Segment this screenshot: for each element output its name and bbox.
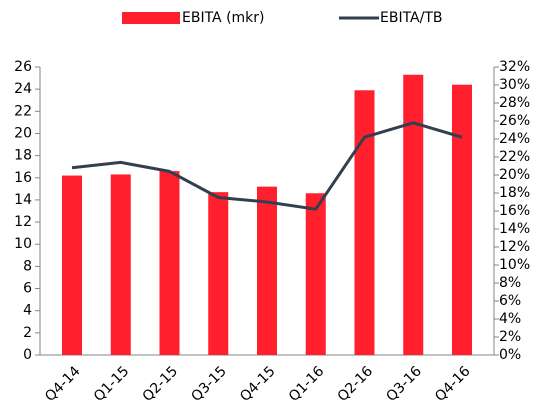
y2-tick-label: 6% xyxy=(499,293,521,309)
bar xyxy=(110,174,131,355)
y-tick-label: 26 xyxy=(14,59,32,75)
y-tick-label: 16 xyxy=(14,170,32,186)
y-tick-label: 0 xyxy=(23,347,32,363)
x-tick-label: Q2-15 xyxy=(140,363,182,405)
x-tick-label: Q4-15 xyxy=(237,363,279,405)
bar xyxy=(62,175,82,355)
y2-tick-label: 28% xyxy=(499,95,530,111)
y-tick-label: 6 xyxy=(23,281,32,297)
y2-tick-label: 32% xyxy=(499,59,530,75)
x-tick-label: Q3-15 xyxy=(188,363,230,405)
y2-tick-label: 10% xyxy=(499,257,530,273)
y-tick-label: 10 xyxy=(14,236,32,252)
y2-tick-label: 2% xyxy=(499,329,521,345)
y2-tick-label: 14% xyxy=(499,221,530,237)
line xyxy=(71,121,463,211)
y2-tick-label: 4% xyxy=(499,311,521,327)
y2-tick-label: 26% xyxy=(499,113,530,129)
bar xyxy=(403,74,424,355)
bar xyxy=(257,186,277,355)
y-tick-label: 2 xyxy=(23,325,32,341)
y2-tick-label: 16% xyxy=(499,203,530,219)
bar xyxy=(305,193,326,355)
y2-tick-label: 20% xyxy=(499,167,530,183)
legend-label: EBITA (mkr) xyxy=(182,10,265,26)
y2-tick-label: 22% xyxy=(499,149,530,165)
y-tick-label: 8 xyxy=(23,258,32,274)
bar xyxy=(208,192,229,355)
bar xyxy=(452,84,472,355)
bar xyxy=(354,90,375,355)
y2-tick-label: 18% xyxy=(499,185,530,201)
x-tick-label: Q3-16 xyxy=(383,363,425,405)
y-tick-label: 14 xyxy=(14,192,32,208)
y-tick-label: 20 xyxy=(14,125,32,141)
y2-tick-label: 0% xyxy=(499,347,521,363)
x-tick-label: Q4-14 xyxy=(42,363,84,405)
legend-swatch xyxy=(122,12,180,24)
y2-tick-label: 8% xyxy=(499,275,521,291)
x-tick-label: Q1-16 xyxy=(286,363,328,405)
y-tick-label: 12 xyxy=(14,214,32,230)
y-tick-label: 22 xyxy=(14,103,32,119)
x-tick-label: Q1-15 xyxy=(91,363,133,405)
x-tick-label: Q2-16 xyxy=(335,363,377,405)
x-tick-label: Q4-16 xyxy=(432,363,474,405)
bar xyxy=(159,171,180,355)
y-tick-label: 4 xyxy=(23,303,32,319)
y2-tick-label: 24% xyxy=(499,131,530,147)
y-tick-label: 24 xyxy=(14,81,32,97)
y2-tick-label: 12% xyxy=(499,239,530,255)
y2-tick-label: 30% xyxy=(499,77,530,93)
y-tick-label: 18 xyxy=(14,148,32,164)
legend-label: EBITA/TB xyxy=(380,10,443,26)
